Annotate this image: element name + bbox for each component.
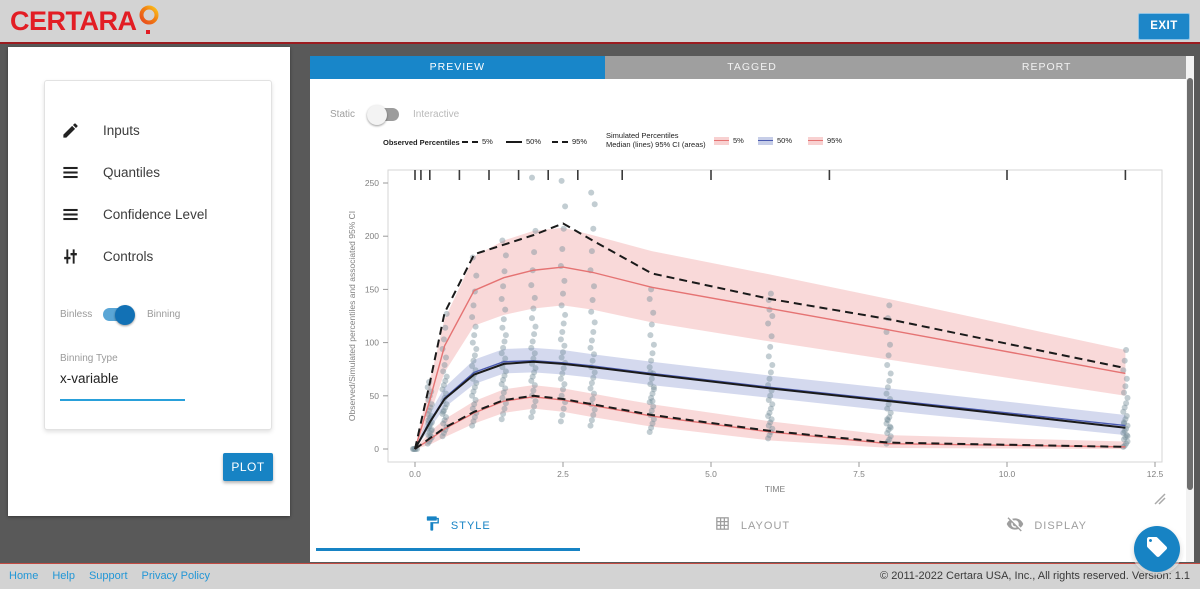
preview-panel: PREVIEW TAGGED REPORT Static Interactive…: [310, 56, 1195, 562]
static-label: Static: [330, 109, 356, 120]
tab-report[interactable]: REPORT: [899, 56, 1195, 79]
legend-item-observed-95: 95%: [552, 137, 587, 146]
active-tab-underline: [316, 548, 580, 551]
pencil-icon: [59, 119, 81, 141]
pink-area-swatch: [808, 136, 823, 145]
svg-text:2.5: 2.5: [557, 469, 569, 479]
svg-text:10.0: 10.0: [999, 469, 1016, 479]
scrollbar-thumb[interactable]: [1187, 78, 1193, 490]
exit-button[interactable]: EXIT: [1138, 13, 1190, 40]
settings-panel: Inputs Quantiles Confidence Level Contro…: [8, 47, 290, 516]
footer-links: Home Help Support Privacy Policy: [9, 570, 210, 582]
sidebar-item-label: Controls: [103, 248, 154, 264]
tab-preview[interactable]: PREVIEW: [310, 56, 605, 79]
svg-text:150: 150: [365, 284, 379, 294]
tab-style[interactable]: STYLE: [310, 506, 605, 546]
svg-text:TIME: TIME: [765, 484, 786, 494]
dashed-line-swatch: [462, 140, 478, 143]
footer-link-support[interactable]: Support: [88, 570, 128, 582]
svg-text:100: 100: [365, 338, 379, 348]
svg-text:50: 50: [370, 391, 380, 401]
tab-display[interactable]: DISPLAY: [899, 506, 1194, 546]
observed-legend-title: Observed Percentiles: [383, 138, 460, 147]
vpc-chart-svg: 0.0 2.5 5.0 7.5 10.0 12.5 0 50 100 150 200 250 TIME O…: [347, 169, 1166, 505]
legend-item-simulated-95: 95%: [808, 136, 842, 145]
top-tab-bar: PREVIEW TAGGED REPORT: [310, 56, 1195, 79]
legend-item-simulated-5: 5%: [714, 136, 744, 145]
simulated-legend-title: Simulated Percentiles Median (lines) 95%…: [606, 131, 706, 149]
header-bar: CERTARA EXIT: [0, 0, 1200, 44]
sliders-icon: [59, 245, 81, 267]
sidebar-item-label: Inputs: [103, 122, 140, 138]
bottom-tab-bar: STYLE LAYOUT DISPLAY: [310, 506, 1194, 546]
tab-tagged[interactable]: TAGGED: [604, 56, 900, 79]
sidebar-item-controls[interactable]: Controls: [59, 243, 153, 269]
binless-label: Binless: [60, 309, 93, 320]
vertical-scrollbar: [1186, 56, 1194, 562]
legend-item-observed-5: 5%: [462, 137, 493, 146]
pink-area-swatch: [714, 136, 729, 145]
binning-label: Binning: [147, 309, 181, 320]
svg-text:200: 200: [365, 231, 379, 241]
sidebar-item-inputs[interactable]: Inputs: [59, 117, 140, 143]
legend-item-observed-50: 50%: [506, 137, 541, 146]
tag-floating-button[interactable]: [1134, 526, 1180, 572]
paint-roller-icon: [424, 515, 441, 537]
eye-off-icon: [1006, 515, 1024, 538]
settings-card: Inputs Quantiles Confidence Level Contro…: [44, 80, 272, 430]
logo-ring-icon: [139, 5, 158, 25]
svg-text:0: 0: [374, 444, 379, 454]
list-icon: [59, 161, 81, 183]
logo-trademark-dot: [145, 30, 150, 34]
footer-link-home[interactable]: Home: [9, 570, 39, 582]
sidebar-item-label: Confidence Level: [103, 206, 208, 222]
plot-button[interactable]: PLOT: [223, 453, 273, 481]
binning-toggle[interactable]: [103, 304, 135, 325]
svg-text:Observed/Simulated percentiles: Observed/Simulated percentiles and assoc…: [347, 211, 357, 421]
footer-link-help[interactable]: Help: [52, 570, 75, 582]
svg-text:250: 250: [365, 178, 379, 188]
copyright-text: © 2011-2022 Certara USA, Inc., All right…: [880, 570, 1190, 582]
sidebar-item-confidence-level[interactable]: Confidence Level: [59, 201, 207, 227]
certara-logo: CERTARA: [10, 5, 158, 36]
sidebar-item-label: Quantiles: [103, 164, 161, 180]
tag-icon: [1145, 535, 1169, 564]
chart-legend: Observed Percentiles 5% 50% 95% Simulate…: [382, 128, 1172, 156]
svg-text:5.0: 5.0: [705, 469, 717, 479]
list-icon: [59, 203, 81, 225]
static-interactive-toggle-row: Static Interactive: [330, 104, 460, 125]
legend-item-simulated-50: 50%: [758, 136, 792, 145]
blue-area-swatch: [758, 136, 773, 145]
svg-text:7.5: 7.5: [853, 469, 865, 479]
static-interactive-toggle[interactable]: [367, 104, 400, 125]
vpc-chart: 0.0 2.5 5.0 7.5 10.0 12.5 0 50 100 150 200 250 TIME O…: [335, 158, 1195, 508]
footer-link-privacy[interactable]: Privacy Policy: [141, 570, 210, 582]
interactive-label: Interactive: [413, 109, 460, 120]
binning-type-select[interactable]: x-variable: [60, 371, 185, 401]
grid-icon: [714, 515, 731, 537]
dashed-line-swatch: [552, 140, 568, 143]
sidebar-item-quantiles[interactable]: Quantiles: [59, 159, 160, 185]
footer-bar: Home Help Support Privacy Policy © 2011-…: [0, 563, 1200, 589]
svg-text:0.0: 0.0: [409, 469, 421, 479]
brand-name: CERTARA: [10, 6, 137, 36]
binning-type-label: Binning Type: [60, 353, 118, 364]
svg-text:12.5: 12.5: [1147, 469, 1164, 479]
solid-line-swatch: [506, 140, 522, 143]
tab-layout[interactable]: LAYOUT: [605, 506, 900, 546]
